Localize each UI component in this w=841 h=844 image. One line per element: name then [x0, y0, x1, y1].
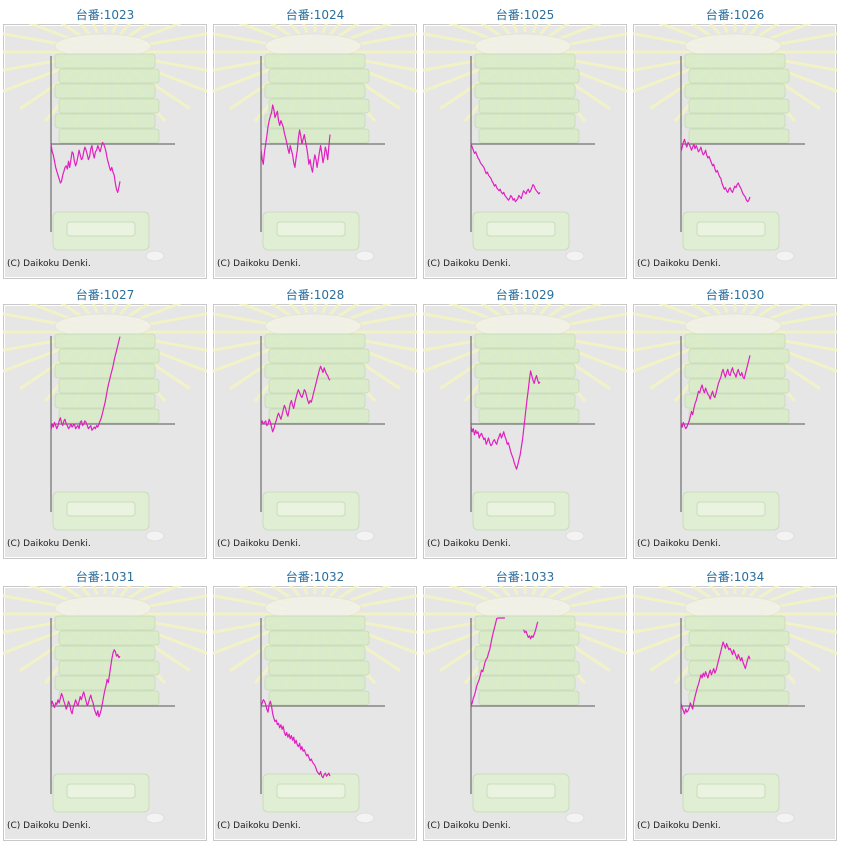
data-series-line [260, 699, 331, 779]
copyright-text: (C) Daikoku Denki. [637, 821, 721, 831]
machine-number-title[interactable]: 台番:1026 [705, 8, 765, 22]
chart-panel: (C) Daikoku Denki. [213, 24, 417, 279]
line-chart: (C) Daikoku Denki. [633, 24, 837, 279]
chart-panel: (C) Daikoku Denki. [3, 304, 207, 559]
chart-panel: (C) Daikoku Denki. [3, 24, 207, 279]
data-series-line [680, 138, 751, 203]
chart-panel: (C) Daikoku Denki. [213, 586, 417, 841]
machine-number-title[interactable]: 台番:1027 [75, 288, 135, 302]
chart-cell: 台番:1031 (C) Daikoku Denki. [3, 564, 207, 844]
chart-cell: 台番:1025 (C) Daikoku Denki. [423, 2, 627, 282]
copyright-text: (C) Daikoku Denki. [217, 259, 301, 269]
data-series-line [680, 355, 751, 430]
line-chart: (C) Daikoku Denki. [423, 586, 627, 841]
data-series-line [470, 617, 505, 707]
chart-cell: 台番:1029 (C) Daikoku Denki. [423, 282, 627, 562]
ball-box-illustration [52, 595, 165, 824]
chart-panel: (C) Daikoku Denki. [633, 304, 837, 559]
copyright-text: (C) Daikoku Denki. [427, 539, 511, 549]
line-chart: (C) Daikoku Denki. [3, 586, 207, 841]
chart-panel: (C) Daikoku Denki. [633, 24, 837, 279]
ball-box-illustration [52, 313, 165, 542]
chart-cell: 台番:1024 (C) Daikoku Denki. [213, 2, 417, 282]
ball-box-illustration [262, 33, 375, 262]
chart-panel: (C) Daikoku Denki. [633, 586, 837, 841]
chart-panel: (C) Daikoku Denki. [423, 304, 627, 559]
chart-cell: 台番:1026 (C) Daikoku Denki. [633, 2, 837, 282]
copyright-text: (C) Daikoku Denki. [637, 539, 721, 549]
data-series-line [50, 649, 121, 718]
ball-box-illustration [472, 313, 585, 542]
chart-cell: 台番:1028 (C) Daikoku Denki. [213, 282, 417, 562]
ball-box-illustration [472, 595, 585, 824]
line-chart: (C) Daikoku Denki. [3, 24, 207, 279]
line-chart: (C) Daikoku Denki. [633, 304, 837, 559]
chart-cell: 台番:1033 (C) Daikoku Denki. [423, 564, 627, 844]
chart-panel: (C) Daikoku Denki. [3, 586, 207, 841]
chart-cell: 台番:1034 (C) Daikoku Denki. [633, 564, 837, 844]
ball-box-illustration [52, 33, 165, 262]
line-chart: (C) Daikoku Denki. [3, 304, 207, 559]
chart-panel: (C) Daikoku Denki. [423, 24, 627, 279]
ball-box-illustration [472, 33, 585, 262]
machine-number-title[interactable]: 台番:1023 [75, 8, 135, 22]
machine-number-title[interactable]: 台番:1029 [495, 288, 555, 302]
chart-cell: 台番:1030 (C) Daikoku Denki. [633, 282, 837, 562]
copyright-text: (C) Daikoku Denki. [217, 539, 301, 549]
data-series-line [260, 365, 331, 433]
ball-box-illustration [682, 313, 795, 542]
machine-number-title[interactable]: 台番:1028 [285, 288, 345, 302]
copyright-text: (C) Daikoku Denki. [427, 821, 511, 831]
data-series-line [50, 141, 121, 193]
line-chart: (C) Daikoku Denki. [633, 586, 837, 841]
copyright-text: (C) Daikoku Denki. [7, 259, 91, 269]
data-series-line [50, 336, 121, 431]
machine-number-title[interactable]: 台番:1032 [285, 570, 345, 584]
line-chart: (C) Daikoku Denki. [423, 304, 627, 559]
machine-number-title[interactable]: 台番:1031 [75, 570, 135, 584]
data-series-line [523, 621, 539, 640]
ball-box-illustration [262, 595, 375, 824]
machine-number-title[interactable]: 台番:1030 [705, 288, 765, 302]
machine-number-title[interactable]: 台番:1033 [495, 570, 555, 584]
copyright-text: (C) Daikoku Denki. [7, 539, 91, 549]
copyright-text: (C) Daikoku Denki. [427, 259, 511, 269]
data-series-line [470, 370, 541, 470]
copyright-text: (C) Daikoku Denki. [7, 821, 91, 831]
chart-panel: (C) Daikoku Denki. [213, 304, 417, 559]
copyright-text: (C) Daikoku Denki. [637, 259, 721, 269]
line-chart: (C) Daikoku Denki. [213, 586, 417, 841]
chart-cell: 台番:1027 (C) Daikoku Denki. [3, 282, 207, 562]
data-series-line [470, 143, 541, 203]
machine-number-title[interactable]: 台番:1024 [285, 8, 345, 22]
chart-cell: 台番:1032 (C) Daikoku Denki. [213, 564, 417, 844]
machine-number-title[interactable]: 台番:1025 [495, 8, 555, 22]
ball-box-illustration [682, 595, 795, 824]
machine-number-title[interactable]: 台番:1034 [705, 570, 765, 584]
ball-box-illustration [682, 33, 795, 262]
chart-panel: (C) Daikoku Denki. [423, 586, 627, 841]
data-series-line [260, 104, 331, 173]
chart-cell: 台番:1023 (C) Daikoku Denki. [3, 2, 207, 282]
line-chart: (C) Daikoku Denki. [213, 304, 417, 559]
data-series-line [680, 641, 751, 715]
copyright-text: (C) Daikoku Denki. [217, 821, 301, 831]
line-chart: (C) Daikoku Denki. [423, 24, 627, 279]
line-chart: (C) Daikoku Denki. [213, 24, 417, 279]
